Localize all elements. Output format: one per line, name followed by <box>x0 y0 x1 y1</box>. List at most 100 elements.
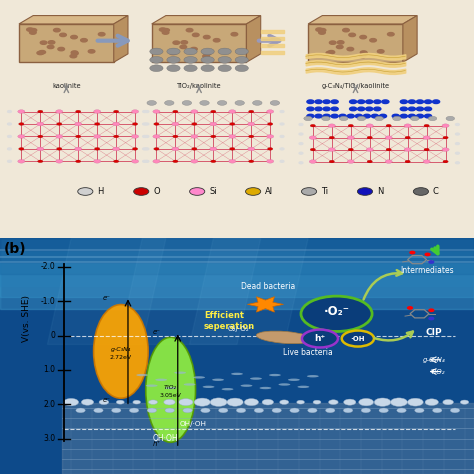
Circle shape <box>153 110 160 113</box>
Circle shape <box>162 31 169 34</box>
Circle shape <box>210 398 227 406</box>
Text: 0: 0 <box>51 331 55 340</box>
Ellipse shape <box>183 383 196 386</box>
Circle shape <box>367 160 373 163</box>
Circle shape <box>400 100 407 103</box>
Circle shape <box>280 160 284 162</box>
Text: OH·OH: OH·OH <box>153 434 179 443</box>
Circle shape <box>167 56 180 63</box>
Circle shape <box>114 135 118 138</box>
Text: O₂/·O₂⁻: O₂/·O₂⁻ <box>228 326 253 332</box>
Circle shape <box>184 56 197 63</box>
Circle shape <box>358 107 365 111</box>
Circle shape <box>19 123 24 125</box>
Circle shape <box>413 188 428 195</box>
Circle shape <box>170 51 176 55</box>
Circle shape <box>425 399 438 405</box>
Circle shape <box>147 100 156 105</box>
Ellipse shape <box>241 384 253 387</box>
Circle shape <box>337 41 344 44</box>
Circle shape <box>331 107 338 111</box>
Circle shape <box>366 148 374 151</box>
Ellipse shape <box>221 388 234 391</box>
Ellipse shape <box>279 383 290 386</box>
Circle shape <box>272 408 282 413</box>
Circle shape <box>370 38 376 42</box>
Circle shape <box>18 160 25 163</box>
Circle shape <box>302 329 338 347</box>
Circle shape <box>307 114 314 118</box>
Circle shape <box>456 143 459 145</box>
Text: H: H <box>97 187 103 196</box>
Circle shape <box>150 65 163 72</box>
Circle shape <box>8 148 11 150</box>
Circle shape <box>76 110 81 113</box>
Circle shape <box>114 160 118 163</box>
Circle shape <box>75 147 82 151</box>
Circle shape <box>37 135 43 138</box>
Text: ·O₂⁻: ·O₂⁻ <box>324 305 349 319</box>
Circle shape <box>377 50 384 53</box>
Circle shape <box>154 147 159 150</box>
Circle shape <box>180 45 187 49</box>
Text: (b): (b) <box>4 242 27 256</box>
Text: e⁻: e⁻ <box>153 329 161 335</box>
Circle shape <box>425 100 432 103</box>
Circle shape <box>310 136 317 139</box>
Circle shape <box>47 45 54 49</box>
Circle shape <box>319 31 325 34</box>
Polygon shape <box>190 238 308 345</box>
Bar <box>0 238 474 274</box>
Circle shape <box>290 408 299 413</box>
Circle shape <box>357 116 366 121</box>
Circle shape <box>254 408 264 413</box>
Polygon shape <box>19 16 128 24</box>
Circle shape <box>310 124 316 127</box>
Circle shape <box>143 160 146 162</box>
Circle shape <box>191 123 197 125</box>
Circle shape <box>164 100 174 105</box>
Circle shape <box>374 398 391 406</box>
Circle shape <box>385 160 392 164</box>
Text: 3.05eV: 3.05eV <box>160 393 182 398</box>
Text: h⁺: h⁺ <box>153 441 161 447</box>
Circle shape <box>313 400 321 404</box>
Circle shape <box>210 110 216 113</box>
Circle shape <box>133 400 140 404</box>
Circle shape <box>326 51 333 55</box>
Circle shape <box>244 399 258 406</box>
Circle shape <box>380 114 387 118</box>
Circle shape <box>27 28 33 31</box>
Polygon shape <box>118 238 261 345</box>
Circle shape <box>200 100 209 105</box>
Circle shape <box>425 114 432 118</box>
Circle shape <box>329 160 335 163</box>
Circle shape <box>408 307 412 309</box>
Circle shape <box>429 309 434 311</box>
Circle shape <box>229 135 236 138</box>
Circle shape <box>164 399 175 405</box>
Circle shape <box>201 408 210 413</box>
Circle shape <box>270 100 280 105</box>
Circle shape <box>18 110 25 113</box>
Circle shape <box>280 110 284 112</box>
Circle shape <box>191 47 197 51</box>
Circle shape <box>385 136 392 139</box>
Circle shape <box>267 160 274 163</box>
Circle shape <box>267 135 274 138</box>
Circle shape <box>328 51 335 54</box>
Circle shape <box>39 51 46 54</box>
Polygon shape <box>47 238 166 345</box>
Circle shape <box>308 408 317 413</box>
Circle shape <box>71 36 77 39</box>
Circle shape <box>367 137 373 139</box>
Circle shape <box>410 116 419 121</box>
Circle shape <box>359 55 366 58</box>
Circle shape <box>323 107 330 111</box>
Circle shape <box>153 160 160 163</box>
Circle shape <box>191 160 198 163</box>
Circle shape <box>388 33 394 36</box>
Ellipse shape <box>250 377 262 380</box>
Circle shape <box>159 28 166 31</box>
Polygon shape <box>247 297 283 312</box>
